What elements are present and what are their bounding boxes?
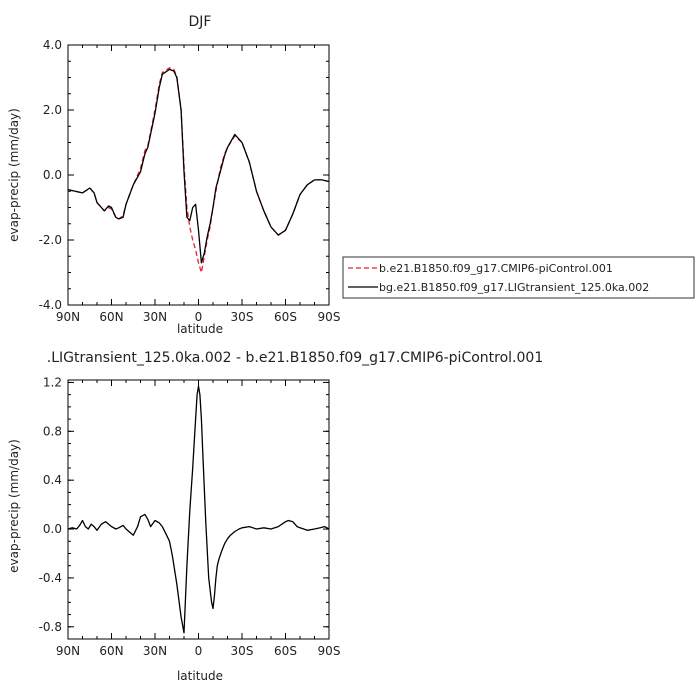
x-tick-label: 90N — [56, 644, 80, 658]
x-tick-label: 0 — [195, 644, 203, 658]
y-tick-label: 0.0 — [43, 522, 62, 536]
x-tick-label: 60S — [274, 310, 297, 324]
x-tick-label: 90S — [318, 310, 341, 324]
panel-top: DJF latitude evap-precip (mm/day) 90N 60N… — [7, 14, 340, 336]
x-axis-label-top: latitude — [177, 322, 223, 336]
x-tick-label: 30N — [143, 310, 167, 324]
chart-title-top: DJF — [189, 14, 212, 30]
x-tick-label: 30N — [143, 644, 167, 658]
y-tick-label: 1.2 — [43, 375, 62, 389]
x-tick-label: 30S — [231, 310, 254, 324]
x-tick-label: 30S — [231, 644, 254, 658]
x-axis-label-bottom: latitude — [177, 669, 223, 683]
x-tick-label: 90N — [56, 310, 80, 324]
series-line-1-0 — [67, 385, 330, 634]
y-tick-label: 2.0 — [43, 103, 62, 117]
legend-label-picontrol: b.e21.B1850.f09_g17.CMIP6-piControl.001 — [379, 262, 613, 275]
legend: b.e21.B1850.f09_g17.CMIP6-piControl.001 … — [342, 256, 695, 299]
y-tick-label: -4.0 — [39, 298, 62, 312]
legend-box — [342, 256, 695, 299]
x-tick-label: 0 — [195, 310, 203, 324]
x-tick-label: 60N — [99, 644, 123, 658]
y-tick-label: -0.8 — [39, 620, 62, 634]
y-tick-label: -0.4 — [39, 571, 62, 585]
plot-frame — [67, 379, 330, 640]
y-tick-label: 4.0 — [43, 38, 62, 52]
panel-bottom: .LIGtransient_125.0ka.002 - b.e21.B1850.… — [7, 350, 543, 683]
x-tick-label: 90S — [318, 644, 341, 658]
y-tick-label: 0.4 — [43, 473, 62, 487]
series-line-0-0 — [67, 67, 330, 274]
chart-title-bottom: .LIGtransient_125.0ka.002 - b.e21.B1850.… — [47, 350, 543, 366]
x-tick-label: 60N — [99, 310, 123, 324]
y-axis-label-top: evap-precip (mm/day) — [7, 108, 21, 242]
legend-label-ligtransient: bg.e21.B1850.f09_g17.LIGtransient_125.0k… — [379, 281, 649, 294]
y-tick-label: 0.8 — [43, 424, 62, 438]
plot-frame — [67, 44, 330, 306]
y-tick-label: 0.0 — [43, 168, 62, 182]
series-line-0-1 — [67, 68, 330, 264]
y-tick-label: -2.0 — [39, 233, 62, 247]
x-tick-label: 60S — [274, 644, 297, 658]
y-axis-label-bottom: evap-precip (mm/day) — [7, 439, 21, 573]
